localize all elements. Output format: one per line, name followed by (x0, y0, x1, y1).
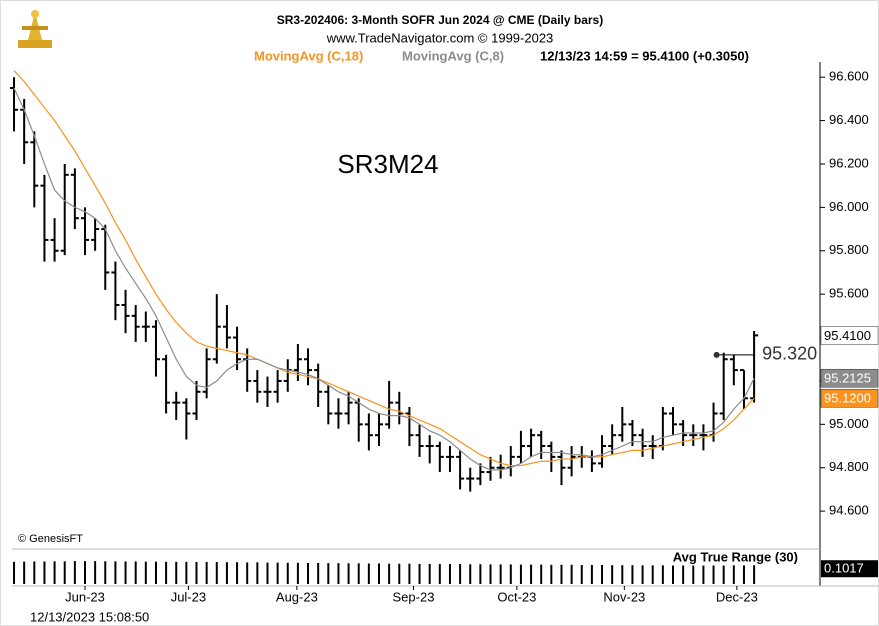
x-tick-label: Dec-23 (716, 589, 758, 604)
watermark: SR3M24 (337, 149, 438, 179)
x-tick-label: Nov-23 (603, 589, 645, 604)
title: SR3-202406: 3-Month SOFR Jun 2024 @ CME … (277, 13, 603, 27)
series-last: 95.1200 (824, 391, 871, 406)
x-tick-label: Jun-23 (65, 589, 105, 604)
copyright: © GenesisFT (18, 533, 83, 545)
last-price: 95.4100 (824, 328, 871, 343)
x-tick-label: Jul-23 (171, 589, 206, 604)
y-tick-label: 94.800 (829, 459, 869, 474)
atr-label: Avg True Range (30) (673, 549, 798, 564)
y-tick-label: 95.600 (829, 286, 869, 301)
legend-entry: MovingAvg (C,18) (254, 48, 363, 63)
series-last-box (820, 389, 879, 408)
y-tick-label: 95.000 (829, 416, 869, 431)
moving-average-line (13, 87, 755, 471)
series-last: 95.2125 (824, 371, 871, 386)
y-tick-label: 94.600 (829, 503, 869, 518)
annotation-dot (713, 351, 720, 358)
annotation-label: 95.320 (762, 344, 817, 364)
y-tick-label: 96.000 (829, 199, 869, 214)
site: www.TradeNavigator.com © 1999-2023 (326, 30, 554, 45)
y-tick-label: 96.200 (829, 155, 869, 170)
moving-average-line (13, 70, 755, 467)
x-tick-label: Oct-23 (497, 589, 536, 604)
legend-entry: MovingAvg (C,8) (402, 48, 504, 63)
status: 12/13/23 14:59 = 95.4100 (+0.3050) (540, 48, 749, 63)
y-tick-label: 95.800 (829, 242, 869, 257)
x-tick-label: Aug-23 (276, 589, 318, 604)
y-tick-label: 96.600 (829, 69, 869, 84)
atr-last-label: 0.1017 (824, 561, 864, 576)
series-last-box (820, 368, 879, 388)
logo (18, 10, 52, 48)
last-price-box (820, 326, 879, 345)
y-tick-label: 96.400 (829, 112, 869, 127)
timestamp: 12/13/2023 15:08:50 (30, 609, 149, 624)
x-tick-label: Sep-23 (393, 589, 435, 604)
atr-last-box (821, 560, 878, 578)
